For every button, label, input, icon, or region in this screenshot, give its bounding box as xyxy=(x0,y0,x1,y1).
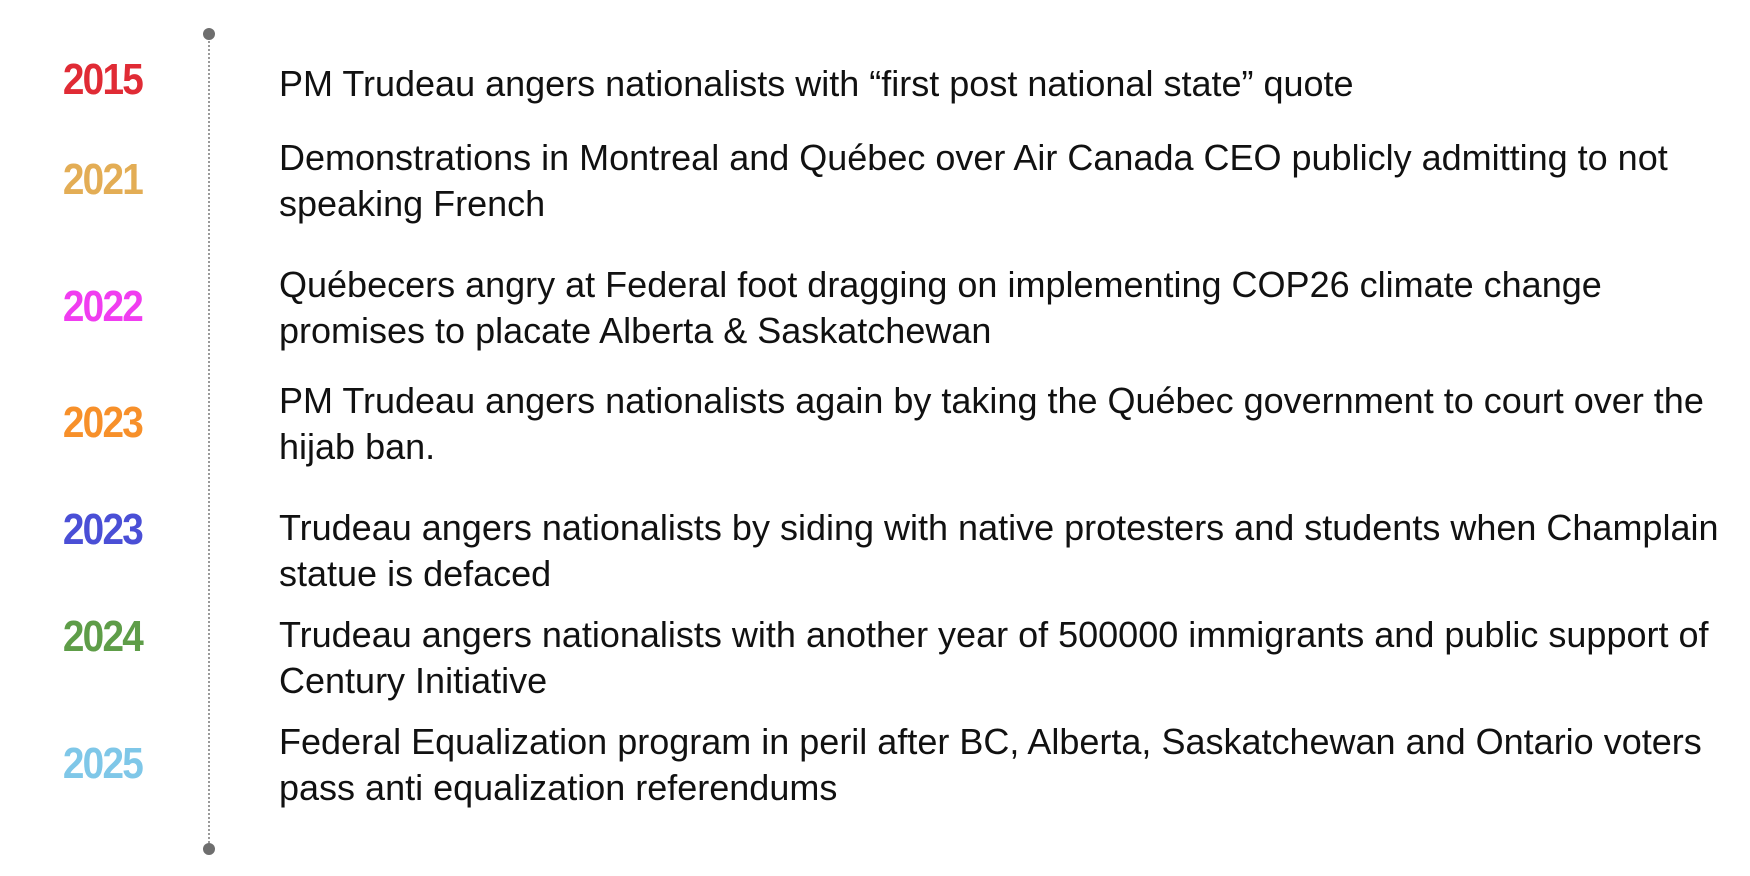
timeline-end-dot xyxy=(203,843,215,855)
timeline-start-dot xyxy=(203,28,215,40)
event-description: Québecers angry at Federal foot dragging… xyxy=(279,264,1602,351)
timeline-axis xyxy=(208,34,210,850)
event-year: 2015 xyxy=(62,55,144,104)
event-year: 2023 xyxy=(62,398,144,447)
event-description: Trudeau angers nationalists by siding wi… xyxy=(279,507,1719,594)
event-description: Trudeau angers nationalists with another… xyxy=(279,614,1709,701)
event-description: Federal Equalization program in peril af… xyxy=(279,721,1702,808)
event-year: 2023 xyxy=(62,505,144,554)
event-year: 2021 xyxy=(62,155,144,204)
event-description: PM Trudeau angers nationalists again by … xyxy=(279,380,1704,467)
event-year: 2024 xyxy=(62,612,144,661)
event-year: 2025 xyxy=(62,739,144,788)
event-year: 2022 xyxy=(62,282,144,331)
event-description: Demonstrations in Montreal and Québec ov… xyxy=(279,137,1668,224)
event-description: PM Trudeau angers nationalists with “fir… xyxy=(279,63,1354,104)
